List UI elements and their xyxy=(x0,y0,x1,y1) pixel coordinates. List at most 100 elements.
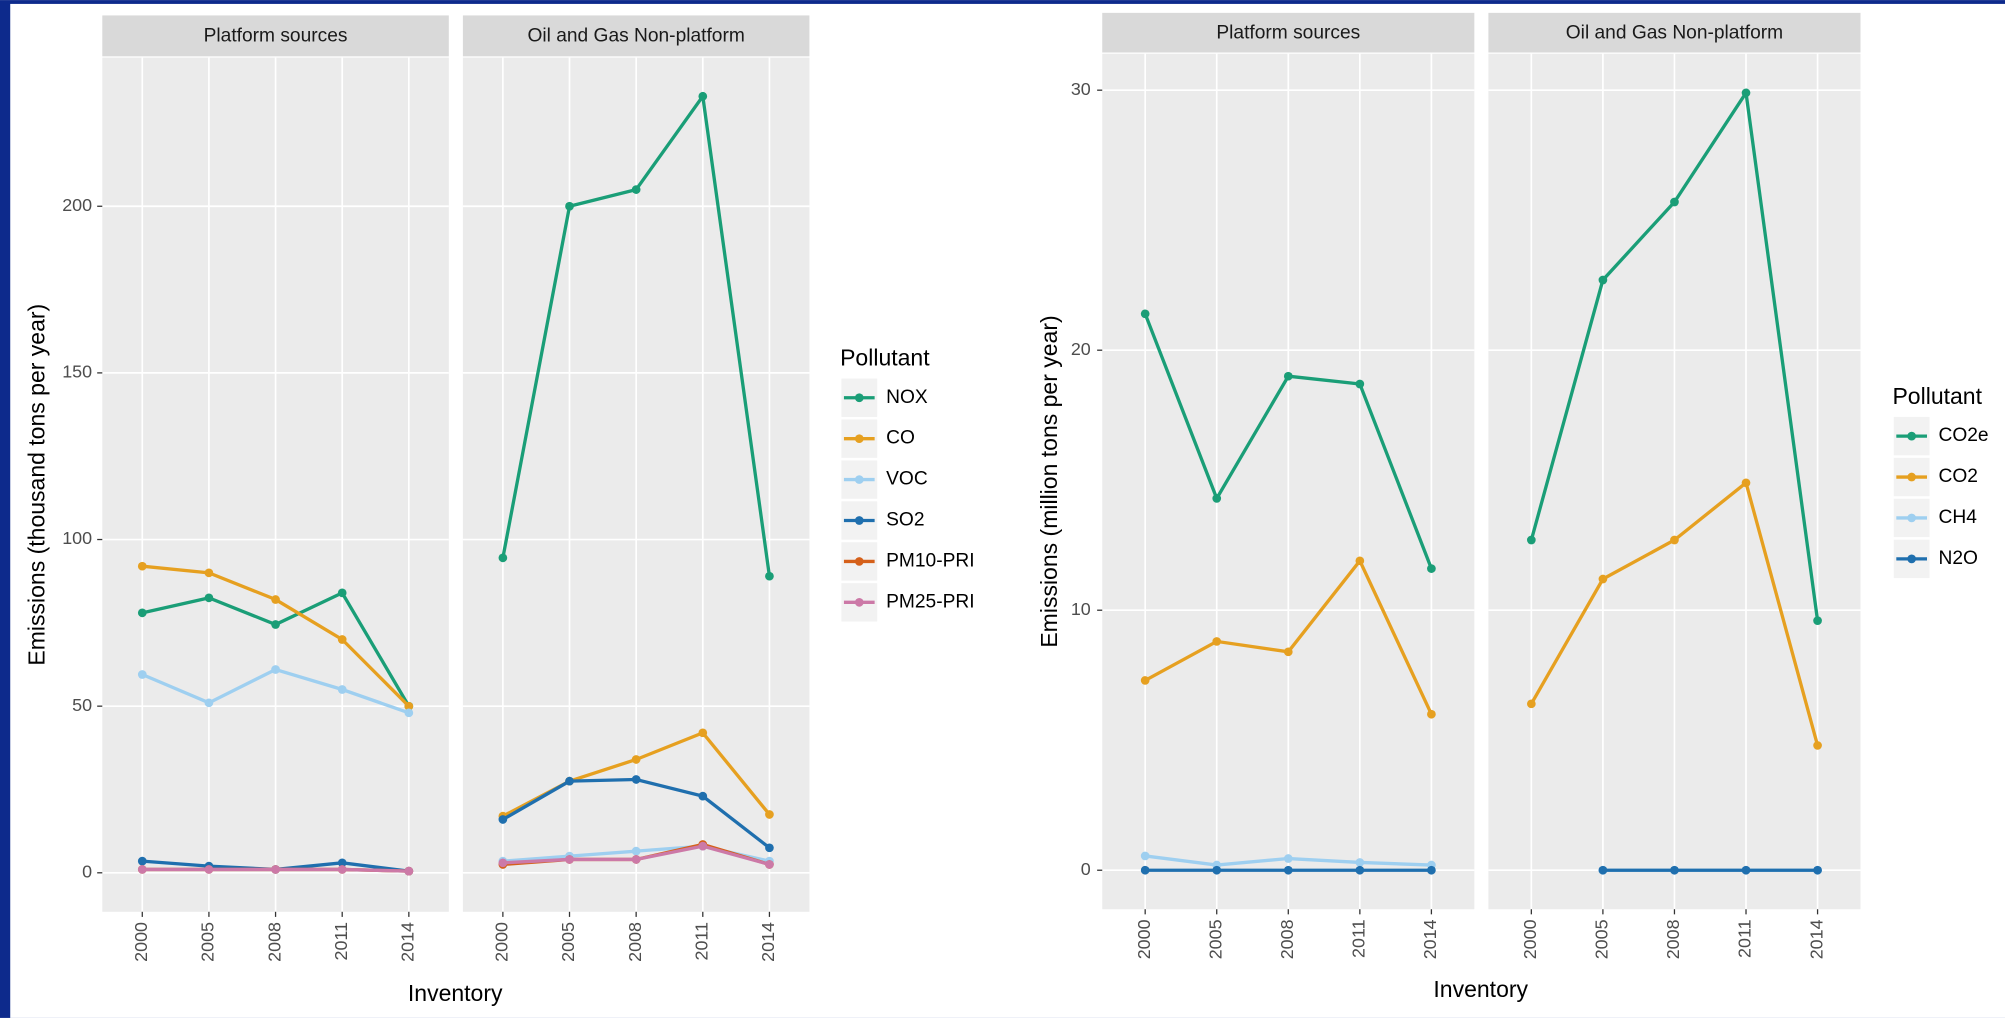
point xyxy=(1670,865,1679,875)
point xyxy=(1212,865,1222,875)
legend-label: PM10-PRI xyxy=(886,550,974,571)
point xyxy=(337,858,347,868)
legend-dot xyxy=(854,597,864,607)
x-tick-label: 2008 xyxy=(1663,919,1683,959)
point xyxy=(1526,699,1536,709)
strip xyxy=(462,15,810,57)
point xyxy=(631,775,641,784)
point xyxy=(1741,478,1751,488)
legend-label: PM25-PRI xyxy=(886,591,974,612)
x-tick-label: 2014 xyxy=(758,922,778,962)
point xyxy=(204,593,214,603)
point xyxy=(1741,865,1751,875)
facet-title: Oil and Gas Non-platform xyxy=(527,26,744,47)
x-tick-label: 2014 xyxy=(398,922,418,962)
y-tick-label: 0 xyxy=(1081,859,1091,879)
strip xyxy=(1488,12,1861,53)
x-tick-label: 2008 xyxy=(625,922,645,962)
point xyxy=(1598,574,1608,584)
point xyxy=(1427,865,1436,875)
x-tick-label: 2005 xyxy=(1205,919,1225,959)
x-tick-label: 2008 xyxy=(1277,919,1297,959)
point xyxy=(1355,858,1365,867)
point xyxy=(698,841,708,851)
facet-title: Platform sources xyxy=(204,26,348,47)
point xyxy=(271,620,280,629)
point xyxy=(137,561,147,571)
legend-dot xyxy=(1907,554,1917,564)
point xyxy=(204,865,214,874)
point xyxy=(1212,494,1222,503)
y-axis-title: Emissions (thousand tons per year) xyxy=(23,304,49,666)
legend-dot xyxy=(854,393,864,403)
legend-label: CH4 xyxy=(1939,507,1978,528)
x-tick-label: 2014 xyxy=(1806,919,1826,959)
point xyxy=(1355,556,1365,566)
point xyxy=(204,698,214,708)
point xyxy=(337,588,347,598)
point xyxy=(137,608,147,618)
point xyxy=(1140,851,1150,861)
point xyxy=(631,185,641,194)
point xyxy=(1283,647,1293,657)
x-axis-title: Inventory xyxy=(408,980,503,1006)
legend-title: Pollutant xyxy=(840,344,930,370)
point xyxy=(204,568,214,578)
point xyxy=(631,855,641,864)
point xyxy=(1670,535,1679,545)
legend-dot xyxy=(854,557,864,566)
point xyxy=(1427,709,1436,719)
y-tick-label: 200 xyxy=(62,195,92,215)
point xyxy=(631,846,641,856)
point xyxy=(337,635,347,644)
point xyxy=(498,815,508,824)
point xyxy=(565,201,574,211)
y-tick-label: 10 xyxy=(1071,599,1091,619)
legend-label: NOX xyxy=(886,387,928,408)
legend-dot xyxy=(854,434,864,444)
y-axis-title: Emissions (million tons per year) xyxy=(1036,315,1062,647)
point xyxy=(698,791,708,801)
point xyxy=(404,866,414,876)
point xyxy=(1427,564,1436,573)
x-tick-label: 2008 xyxy=(264,922,284,962)
point xyxy=(498,553,508,563)
point xyxy=(698,728,708,738)
legend-dot xyxy=(1907,431,1917,441)
point xyxy=(271,665,280,674)
x-tick-label: 2014 xyxy=(1420,919,1440,959)
point xyxy=(337,865,347,874)
point xyxy=(1212,637,1222,646)
point xyxy=(1140,676,1150,685)
point xyxy=(1283,854,1293,863)
x-tick-label: 2011 xyxy=(692,922,712,961)
x-tick-label: 2000 xyxy=(1134,919,1154,959)
point xyxy=(1355,865,1365,875)
point xyxy=(565,776,574,786)
legend-label: CO xyxy=(886,428,915,449)
facet-title: Oil and Gas Non-platform xyxy=(1566,22,1783,43)
point xyxy=(1813,865,1822,875)
point xyxy=(1598,275,1608,285)
x-tick-label: 2000 xyxy=(1520,919,1540,959)
x-tick-label: 2011 xyxy=(1735,919,1755,958)
legend-label: SO2 xyxy=(886,510,924,531)
point xyxy=(137,856,147,866)
strip xyxy=(1102,12,1475,53)
point xyxy=(1283,371,1293,381)
point xyxy=(565,855,574,864)
point xyxy=(404,708,414,718)
legend-dot xyxy=(1907,472,1917,482)
point xyxy=(765,843,774,853)
point xyxy=(1813,616,1822,625)
legend-label: CO2 xyxy=(1939,466,1978,487)
x-tick-label: 2005 xyxy=(1592,919,1612,959)
legend-title: Pollutant xyxy=(1892,383,1982,409)
point xyxy=(698,91,708,101)
legend-dot xyxy=(1907,513,1917,523)
y-tick-label: 150 xyxy=(62,362,92,382)
point xyxy=(1670,197,1679,207)
legend-label: VOC xyxy=(886,469,928,490)
x-tick-label: 2000 xyxy=(131,922,151,962)
